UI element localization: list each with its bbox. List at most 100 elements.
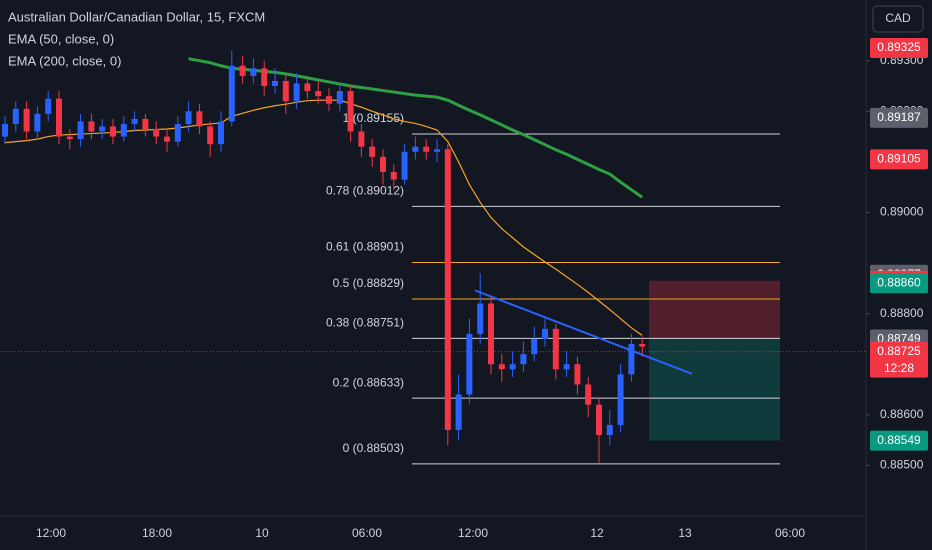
candle-body bbox=[369, 146, 376, 157]
candle-body bbox=[617, 374, 624, 425]
candle-body bbox=[628, 344, 635, 375]
candle-body bbox=[207, 126, 214, 145]
y-tick-label: 0.89000 bbox=[880, 205, 924, 219]
fib-label: 0.5 (0.88829) bbox=[333, 276, 404, 290]
candle-body bbox=[228, 65, 235, 122]
candle-body bbox=[455, 394, 462, 430]
candle-body bbox=[488, 303, 494, 365]
x-tick-label: 10 bbox=[255, 526, 269, 540]
price-tag bbox=[870, 273, 928, 294]
candle-body bbox=[552, 328, 559, 370]
candle-body bbox=[282, 80, 289, 102]
y-tick-label: 0.88500 bbox=[880, 458, 924, 472]
candle-body bbox=[131, 118, 138, 124]
candle-body bbox=[509, 364, 516, 370]
price-tag bbox=[870, 38, 928, 59]
x-tick-label: 06:00 bbox=[352, 526, 382, 540]
candle-body bbox=[293, 83, 300, 102]
candle-body bbox=[250, 68, 257, 76]
trend-line bbox=[474, 289, 693, 375]
candle-body bbox=[110, 126, 116, 137]
candle-body bbox=[2, 123, 8, 137]
currency-label[interactable]: CAD bbox=[885, 11, 911, 25]
candle-body bbox=[477, 303, 484, 334]
currency-button[interactable] bbox=[872, 5, 924, 33]
last-price-tag bbox=[870, 341, 928, 378]
candle-body bbox=[142, 118, 149, 129]
candle-body bbox=[34, 113, 41, 132]
candle-body bbox=[185, 111, 192, 124]
candle-body bbox=[66, 136, 73, 140]
candle-body bbox=[315, 91, 322, 97]
candle-body bbox=[347, 91, 354, 132]
candle-body bbox=[380, 156, 386, 172]
price-tag-label: 0.89325 bbox=[877, 40, 921, 54]
candle-body bbox=[520, 354, 527, 365]
fib-label: 0 (0.88503) bbox=[343, 441, 404, 455]
stop-zone bbox=[649, 280, 780, 340]
candle-body bbox=[77, 121, 84, 140]
candle-body bbox=[196, 111, 203, 127]
x-tick-label: 18:00 bbox=[142, 526, 172, 540]
y-tick-label: 0.88600 bbox=[880, 407, 924, 421]
chart-title: Australian Dollar/Canadian Dollar, 15, F… bbox=[8, 9, 265, 24]
candle-body bbox=[153, 129, 160, 137]
fib-label: 0.78 (0.89012) bbox=[326, 184, 404, 198]
candle-body bbox=[412, 146, 419, 152]
candle-body bbox=[444, 149, 451, 430]
x-tick-label: 13 bbox=[678, 526, 692, 540]
price-tag bbox=[870, 430, 928, 451]
indicator-label: EMA (50, close, 0) bbox=[8, 31, 114, 46]
fib-label: 1 (0.89155) bbox=[343, 111, 404, 125]
candle-body bbox=[120, 123, 127, 137]
price-tag-label: 0.88860 bbox=[877, 275, 921, 289]
candle-body bbox=[606, 424, 613, 436]
candle-body bbox=[164, 136, 170, 142]
candle-body bbox=[88, 121, 95, 132]
price-tag bbox=[870, 107, 928, 128]
candle-body bbox=[174, 123, 181, 142]
x-tick-label: 06:00 bbox=[775, 526, 805, 540]
candle-body bbox=[326, 96, 332, 104]
price-tag bbox=[870, 149, 928, 170]
candle-body bbox=[563, 364, 570, 370]
candle-body bbox=[542, 328, 548, 339]
candle-body bbox=[390, 172, 397, 180]
candle-body bbox=[498, 364, 505, 370]
candle-body bbox=[466, 333, 473, 395]
fib-label: 0.2 (0.88633) bbox=[333, 375, 404, 389]
candle-body bbox=[239, 65, 246, 76]
x-tick-label: 12:00 bbox=[458, 526, 488, 540]
candle-body bbox=[272, 80, 278, 86]
x-tick-label: 12:00 bbox=[36, 526, 66, 540]
candle-body bbox=[574, 364, 581, 385]
price-tag-label: 0.89187 bbox=[877, 110, 921, 124]
indicator-label: EMA (200, close, 0) bbox=[8, 53, 121, 68]
candle-body bbox=[56, 98, 62, 137]
candle-body bbox=[45, 98, 52, 114]
fib-label: 0.61 (0.88901) bbox=[326, 240, 404, 254]
x-tick-label: 12 bbox=[590, 526, 604, 540]
candle-body bbox=[531, 338, 538, 355]
candle-body bbox=[596, 404, 602, 436]
price-tag-label: 0.89105 bbox=[877, 152, 921, 166]
candle-body bbox=[401, 151, 408, 180]
candle-body bbox=[336, 91, 343, 104]
candle-body bbox=[358, 131, 365, 147]
last-price-label: 0.88725 bbox=[877, 344, 921, 358]
candle-body bbox=[23, 108, 30, 132]
price-tag-label: 0.88549 bbox=[877, 433, 921, 447]
candle-body bbox=[12, 108, 19, 124]
candle-body bbox=[304, 83, 311, 92]
fib-label: 0.38 (0.88751) bbox=[326, 316, 404, 330]
candle-body bbox=[639, 344, 646, 347]
candle-body bbox=[99, 126, 106, 132]
candle-body bbox=[423, 146, 430, 152]
candle-body bbox=[434, 149, 440, 152]
plot: 1 (0.89155) 0.78 (0.89012) 0.61 (0.88901) 0… bbox=[0, 50, 866, 465]
target-zone bbox=[649, 339, 780, 441]
candle-body bbox=[261, 68, 268, 86]
